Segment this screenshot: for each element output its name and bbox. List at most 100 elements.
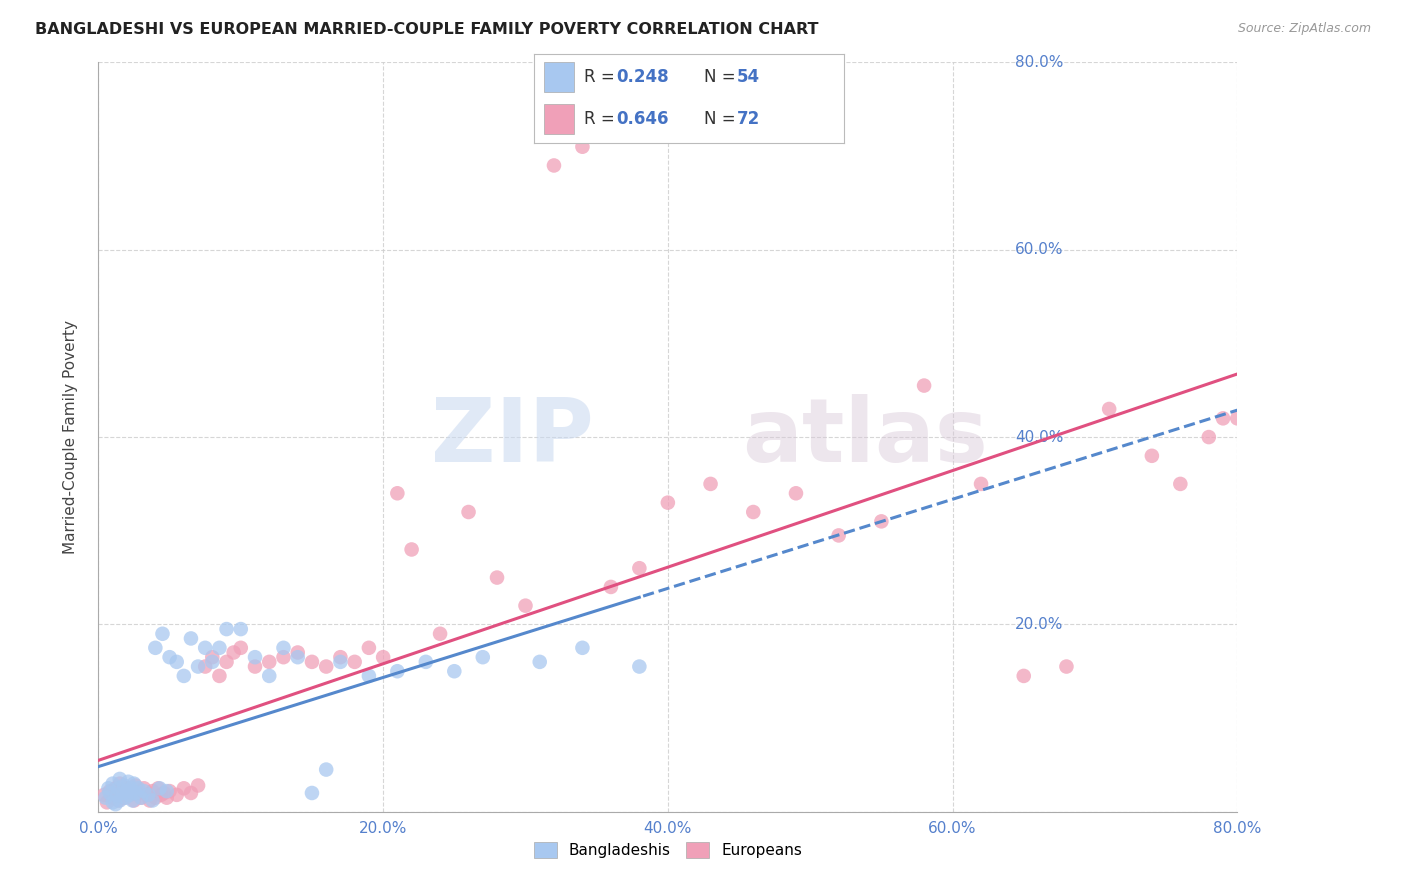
Point — [121, 784, 143, 798]
Point — [343, 655, 366, 669]
Point — [107, 781, 129, 796]
Point — [208, 640, 231, 655]
Point — [301, 655, 323, 669]
Point — [287, 646, 309, 660]
Point — [222, 646, 245, 660]
Point — [132, 781, 155, 796]
Point — [122, 776, 145, 791]
Bar — [544, 104, 575, 134]
Point — [401, 542, 423, 557]
Point — [166, 655, 188, 669]
Point — [387, 486, 409, 500]
Point — [93, 788, 115, 802]
Point — [141, 793, 163, 807]
Point — [229, 622, 252, 636]
Point — [98, 786, 121, 800]
Point — [122, 793, 145, 807]
Point — [115, 784, 138, 798]
Point — [118, 788, 141, 802]
Point — [273, 640, 295, 655]
Point — [699, 476, 721, 491]
Point — [657, 496, 679, 510]
Text: BANGLADESHI VS EUROPEAN MARRIED-COUPLE FAMILY POVERTY CORRELATION CHART: BANGLADESHI VS EUROPEAN MARRIED-COUPLE F… — [35, 22, 818, 37]
Point — [357, 640, 380, 655]
Point — [471, 650, 494, 665]
Point — [357, 669, 380, 683]
Text: 54: 54 — [737, 68, 761, 87]
Bar — [544, 62, 575, 92]
Point — [98, 784, 121, 798]
Point — [194, 659, 217, 673]
Text: Source: ZipAtlas.com: Source: ZipAtlas.com — [1237, 22, 1371, 36]
Point — [108, 772, 131, 786]
Point — [329, 655, 352, 669]
Point — [124, 779, 146, 793]
Point — [127, 786, 149, 800]
Point — [215, 622, 238, 636]
Point — [180, 786, 202, 800]
Point — [124, 786, 146, 800]
Point — [387, 664, 409, 679]
Point — [112, 779, 135, 793]
Point — [273, 650, 295, 665]
Point — [486, 571, 509, 585]
Point — [129, 790, 152, 805]
Point — [1012, 669, 1035, 683]
Point — [180, 632, 202, 646]
Point — [138, 793, 160, 807]
Point — [117, 774, 139, 789]
Point — [208, 669, 231, 683]
Point — [571, 640, 593, 655]
Point — [429, 626, 451, 640]
Point — [145, 640, 167, 655]
Text: N =: N = — [704, 110, 741, 128]
Point — [114, 790, 136, 805]
Point — [1140, 449, 1163, 463]
Point — [457, 505, 479, 519]
Point — [415, 655, 437, 669]
Point — [156, 790, 179, 805]
Point — [515, 599, 537, 613]
Point — [301, 786, 323, 800]
Point — [132, 784, 155, 798]
Point — [118, 788, 141, 802]
Point — [108, 793, 131, 807]
Point — [315, 763, 337, 777]
Point — [150, 788, 173, 802]
Point — [145, 790, 167, 805]
Point — [153, 786, 176, 800]
Point — [96, 796, 118, 810]
Text: 80.0%: 80.0% — [1015, 55, 1063, 70]
Point — [187, 779, 209, 793]
Point — [1056, 659, 1078, 673]
Point — [141, 784, 163, 798]
Point — [108, 776, 131, 791]
Point — [115, 781, 138, 796]
Point — [112, 790, 135, 805]
Point — [101, 796, 124, 810]
Point — [443, 664, 465, 679]
Point — [1170, 476, 1192, 491]
Point — [101, 776, 124, 791]
Point — [1226, 411, 1249, 425]
Point — [259, 655, 281, 669]
Point — [149, 781, 172, 796]
Point — [194, 640, 217, 655]
Point — [104, 781, 127, 796]
Point — [110, 786, 132, 800]
Point — [107, 793, 129, 807]
Point — [111, 786, 134, 800]
Point — [129, 790, 152, 805]
Text: 72: 72 — [737, 110, 761, 128]
Point — [373, 650, 395, 665]
Point — [173, 669, 195, 683]
Point — [156, 784, 179, 798]
Point — [101, 790, 124, 805]
Point — [742, 505, 765, 519]
Text: 40.0%: 40.0% — [1015, 430, 1063, 444]
Point — [173, 781, 195, 796]
Text: atlas: atlas — [742, 393, 988, 481]
Point — [201, 650, 224, 665]
Point — [287, 650, 309, 665]
Point — [970, 476, 993, 491]
